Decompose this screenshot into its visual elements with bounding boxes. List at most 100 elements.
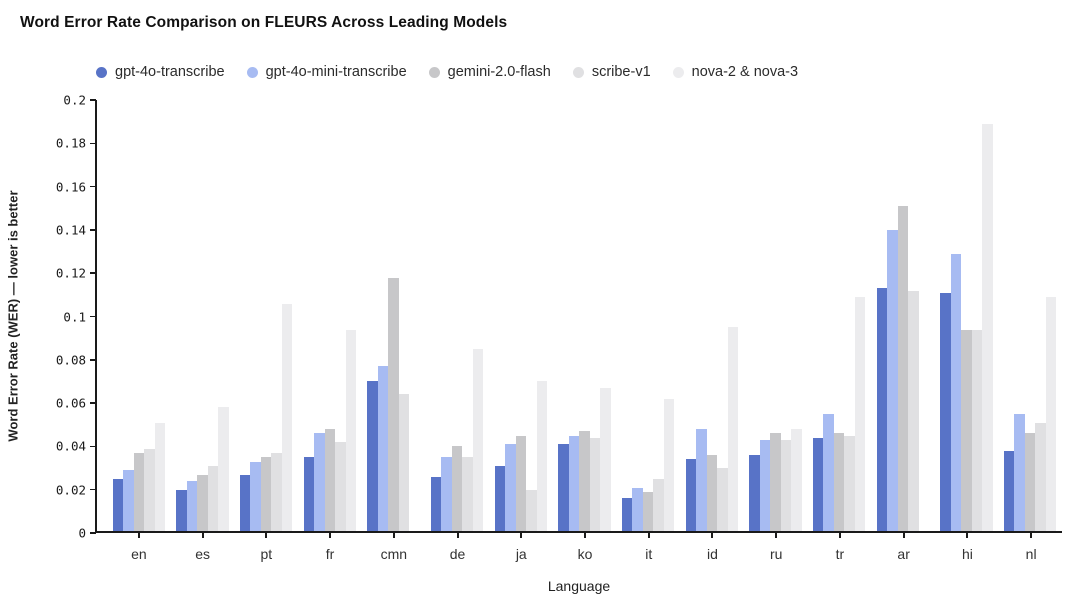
x-tick-mark (201, 533, 204, 538)
bar-scribe-v1-ja (526, 489, 537, 533)
y-tick-mark (90, 532, 96, 534)
legend-item-scribe-v1: scribe-v1 (572, 64, 651, 80)
bar-gemini-2-0-flash-ar (897, 206, 909, 533)
bar-nova-2-nova-3-id (727, 327, 739, 533)
y-tick-mark (90, 142, 96, 145)
bar-scribe-v1-tr (844, 435, 855, 533)
legend-item-gpt-4o-transcribe: gpt-4o-transcribe (96, 64, 225, 80)
legend-label: nova-2 & nova-3 (691, 64, 799, 80)
legend-dot-icon (96, 66, 107, 78)
y-tick-label: 0.04 (55, 438, 86, 454)
bars-region (97, 100, 1062, 533)
x-axis-line (95, 531, 1062, 533)
x-tick-mark (265, 533, 268, 538)
bar-scribe-v1-id (717, 468, 728, 533)
bar-gpt-4o-mini-transcribe-id (696, 429, 707, 533)
y-tick-label: 0.1 (63, 309, 86, 324)
y-tick-label: 0.02 (55, 482, 86, 498)
bar-scribe-v1-hi (971, 329, 983, 533)
x-tick-mark (329, 533, 332, 538)
y-tick-label: 0.06 (55, 395, 86, 411)
bar-group-ja (489, 100, 553, 533)
bar-gpt-4o-transcribe-ru (749, 455, 760, 533)
bar-gpt-4o-mini-transcribe-ar (887, 229, 898, 533)
y-tick-mark (90, 315, 96, 318)
bar-gemini-2-0-flash-hi (961, 329, 972, 533)
bar-gemini-2-0-flash-ja (515, 435, 527, 533)
x-tick-label-fr: fr (325, 546, 335, 562)
bar-gpt-4o-mini-transcribe-en (123, 470, 134, 533)
bar-nova-2-nova-3-ru (791, 429, 802, 533)
bar-gpt-4o-mini-transcribe-ko (568, 435, 580, 533)
x-tick-mark (775, 533, 778, 538)
x-tick-label-hi: hi (961, 546, 973, 562)
bar-group-ar (871, 100, 935, 533)
bar-gpt-4o-transcribe-pt (239, 474, 251, 533)
y-tick-label: 0.16 (55, 179, 86, 195)
x-tick-mark (902, 533, 905, 538)
x-tick-mark (584, 533, 586, 538)
bar-gpt-4o-transcribe-it (621, 498, 633, 533)
bar-gemini-2-0-flash-tr (833, 433, 845, 533)
bar-group-it (616, 100, 680, 533)
bar-scribe-v1-cmn (398, 394, 410, 533)
bar-gpt-4o-transcribe-fr (303, 457, 315, 533)
legend-label: gemini-2.0-flash (447, 64, 551, 80)
x-tick-label-en: en (131, 546, 147, 562)
legend: gpt-4o-transcribe gpt-4o-mini-transcribe g… (96, 64, 798, 80)
bar-gemini-2-0-flash-it (642, 491, 654, 533)
bar-scribe-v1-ar (908, 290, 919, 533)
x-tick-mark (1030, 533, 1033, 538)
bar-gpt-4o-transcribe-ja (494, 465, 506, 533)
bar-gpt-4o-transcribe-ko (558, 444, 569, 533)
y-tick-label: 0.08 (55, 352, 86, 368)
y-tick-mark (90, 402, 96, 404)
bar-gemini-2-0-flash-es (197, 474, 208, 533)
bar-group-en (107, 100, 171, 533)
legend-label: scribe-v1 (591, 64, 651, 80)
bar-group-nl (998, 100, 1062, 533)
x-tick-label-cmn: cmn (380, 546, 408, 562)
bar-gpt-4o-mini-transcribe-tr (823, 413, 834, 533)
bar-nova-2-nova-3-tr (854, 297, 866, 533)
legend-label: gpt-4o-transcribe (115, 64, 225, 80)
x-tick-label-ja: ja (515, 546, 527, 562)
bar-gemini-2-0-flash-nl (1024, 433, 1036, 533)
legend-dot-icon (672, 66, 684, 78)
x-tick-label-nl: nl (1025, 546, 1037, 562)
x-tick-label-es: es (195, 546, 210, 562)
y-tick-label: 0.2 (63, 92, 86, 108)
bar-gpt-4o-mini-transcribe-es (186, 481, 198, 533)
bar-gpt-4o-mini-transcribe-it (632, 487, 643, 533)
legend-dot-icon (246, 66, 258, 78)
bar-scribe-v1-pt (271, 452, 282, 533)
bar-group-de (425, 100, 489, 533)
bar-group-cmn (362, 100, 426, 533)
bar-group-ru (744, 100, 808, 533)
bar-gpt-4o-mini-transcribe-ja (505, 444, 516, 533)
bar-nova-2-nova-3-en (154, 422, 166, 533)
bar-gpt-4o-mini-transcribe-hi (950, 253, 962, 533)
x-tick-mark (838, 533, 841, 538)
bar-group-fr (298, 100, 362, 533)
bar-group-pt (234, 100, 298, 533)
bar-scribe-v1-ko (589, 437, 601, 533)
bar-nova-2-nova-3-nl (1045, 297, 1057, 533)
bar-nova-2-nova-3-fr (345, 329, 357, 533)
x-tick-mark (647, 533, 650, 538)
bar-gpt-4o-transcribe-en (112, 478, 124, 533)
x-tick-mark (137, 533, 140, 538)
bar-group-ko (553, 100, 617, 533)
bar-gpt-4o-transcribe-id (685, 459, 697, 533)
bar-scribe-v1-it (653, 478, 664, 533)
bar-gpt-4o-mini-transcribe-pt (250, 461, 261, 533)
bar-gpt-4o-mini-transcribe-nl (1014, 413, 1025, 533)
bar-gpt-4o-transcribe-cmn (367, 381, 378, 533)
bar-gpt-4o-transcribe-hi (940, 292, 951, 533)
bar-gemini-2-0-flash-fr (324, 429, 336, 533)
bar-scribe-v1-es (207, 465, 219, 533)
x-tick-mark (520, 533, 523, 538)
y-axis-line (95, 100, 97, 533)
y-tick-mark (90, 185, 96, 188)
